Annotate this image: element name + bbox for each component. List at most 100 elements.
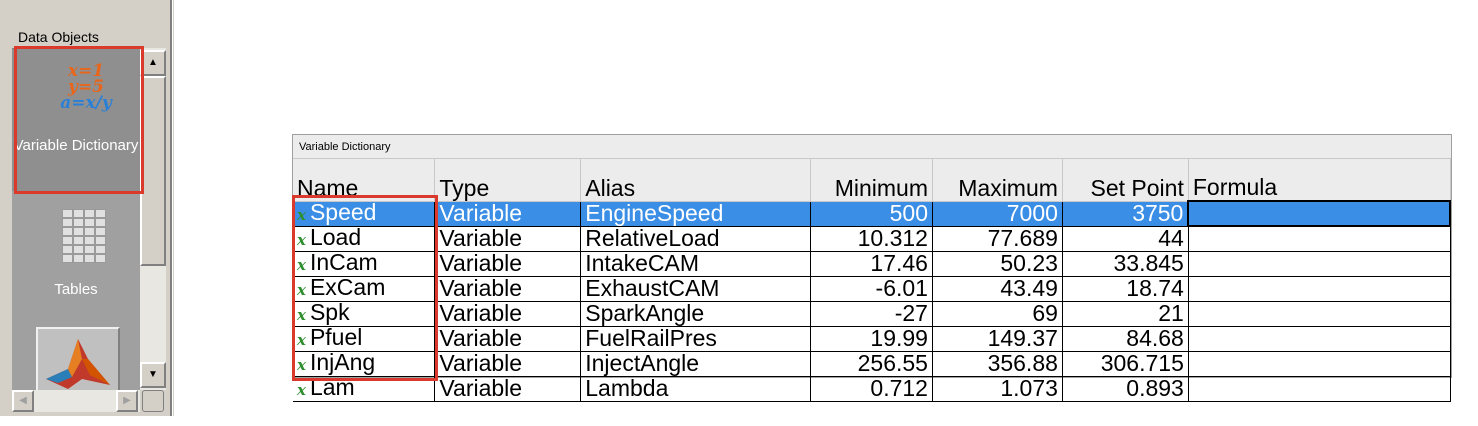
table-row[interactable]: x InCam Variable IntakeCAM 17.46 50.23 33.845 (293, 251, 1451, 277)
table-row[interactable]: x Load Variable RelativeLoad 10.312 77.689 44 (293, 226, 1451, 252)
cell-maximum[interactable]: 356.88 (932, 351, 1063, 377)
cell-set-point[interactable]: 306.715 (1062, 351, 1189, 377)
variable-icon: x (297, 205, 306, 224)
cell-maximum[interactable]: 43.49 (932, 276, 1063, 302)
column-header-maximum[interactable]: Maximum (932, 159, 1063, 202)
cell-alias[interactable]: EngineSpeed (580, 201, 812, 227)
cell-name[interactable]: x Pfuel (293, 326, 436, 352)
cell-alias[interactable]: SparkAngle (580, 301, 812, 327)
cell-alias[interactable]: RelativeLoad (580, 226, 812, 252)
cell-minimum[interactable]: -6.01 (810, 276, 933, 302)
cell-set-point[interactable]: 44 (1062, 226, 1189, 252)
table-icon-cell (84, 218, 95, 227)
variable-icon: x (297, 280, 306, 299)
scroll-down-button[interactable]: ▼ (140, 362, 166, 388)
variable-icon: x (297, 230, 306, 249)
variable-name: Pfuel (309, 326, 363, 350)
cell-set-point[interactable]: 33.845 (1062, 251, 1189, 277)
variable-name: Spk (309, 301, 350, 325)
variable-icon: x (297, 380, 306, 399)
cell-alias[interactable]: ExhaustCAM (580, 276, 812, 302)
cell-type[interactable]: Variable (434, 376, 582, 402)
cell-type[interactable]: Variable (434, 251, 582, 277)
cell-alias[interactable]: Lambda (580, 376, 812, 402)
cell-set-point[interactable]: 18.74 (1062, 276, 1189, 302)
cell-set-point[interactable]: 3750 (1062, 201, 1189, 227)
cell-name[interactable]: x Load (293, 226, 436, 252)
table-row[interactable]: x Lam Variable Lambda 0.712 1.073 0.893 (293, 376, 1451, 402)
table-row[interactable]: x Speed Variable EngineSpeed 500 7000 3750 (293, 200, 1451, 227)
cell-formula[interactable] (1187, 200, 1451, 227)
table-icon-cell (84, 254, 95, 263)
tables-item[interactable]: Tables (12, 199, 140, 315)
table-icon-cell (62, 254, 73, 263)
cell-set-point[interactable]: 21 (1062, 301, 1189, 327)
cell-formula[interactable] (1188, 301, 1451, 327)
table-icon-cell (62, 218, 73, 227)
cell-name[interactable]: x InCam (293, 251, 436, 277)
cell-maximum[interactable]: 1.073 (932, 376, 1063, 402)
variable-dictionary-label: Variable Dictionary (13, 137, 139, 154)
cell-type[interactable]: Variable (434, 351, 582, 377)
table-row[interactable]: x InjAng Variable InjectAngle 256.55 356.88 30… (293, 351, 1451, 377)
column-header-set-point[interactable]: Set Point (1062, 159, 1189, 202)
cell-maximum[interactable]: 7000 (932, 201, 1063, 227)
cell-formula[interactable] (1188, 226, 1451, 252)
horizontal-scrollbar[interactable]: ◀ ▶ (12, 390, 140, 412)
vertical-scrollbar[interactable]: ▲ ▼ (140, 48, 166, 390)
column-header-formula[interactable]: Formula (1188, 159, 1451, 202)
cell-set-point[interactable]: 84.68 (1062, 326, 1189, 352)
cell-minimum[interactable]: -27 (810, 301, 933, 327)
column-header-type[interactable]: Type (434, 159, 582, 202)
cell-minimum[interactable]: 0.712 (810, 376, 933, 402)
table-icon-cell (84, 209, 95, 218)
cell-name[interactable]: x InjAng (293, 351, 436, 377)
column-header-alias[interactable]: Alias (580, 159, 812, 202)
cell-formula[interactable] (1188, 251, 1451, 277)
scroll-right-button[interactable]: ▶ (116, 390, 138, 412)
size-grip[interactable] (142, 390, 164, 412)
cell-type[interactable]: Variable (434, 326, 582, 352)
matlab-item[interactable] (36, 327, 120, 397)
table-icon-cell (62, 245, 73, 254)
variable-dictionary-window: Variable Dictionary Name Type Alias Mini… (292, 134, 1452, 402)
cell-minimum[interactable]: 17.46 (810, 251, 933, 277)
scroll-left-button[interactable]: ◀ (12, 390, 34, 412)
cell-minimum[interactable]: 500 (810, 201, 933, 227)
cell-type[interactable]: Variable (434, 301, 582, 327)
cell-minimum[interactable]: 10.312 (810, 226, 933, 252)
data-objects-list[interactable]: x=1 y=5 a=x/y Variable Dictionary Tables (12, 48, 140, 397)
cell-type[interactable]: Variable (434, 226, 582, 252)
cell-formula[interactable] (1188, 326, 1451, 352)
variable-dictionary-item[interactable]: x=1 y=5 a=x/y Variable Dictionary (12, 49, 140, 191)
scroll-up-button[interactable]: ▲ (140, 50, 166, 76)
cell-maximum[interactable]: 149.37 (932, 326, 1063, 352)
cell-minimum[interactable]: 256.55 (810, 351, 933, 377)
column-header-minimum[interactable]: Minimum (810, 159, 933, 202)
cell-alias[interactable]: FuelRailPres (580, 326, 812, 352)
cell-name[interactable]: x Speed (293, 201, 436, 227)
panel-splitter[interactable] (170, 0, 173, 416)
cell-type[interactable]: Variable (434, 276, 582, 302)
table-row[interactable]: x Spk Variable SparkAngle -27 69 21 (293, 301, 1451, 327)
cell-alias[interactable]: IntakeCAM (580, 251, 812, 277)
cell-formula[interactable] (1188, 351, 1451, 377)
table-row[interactable]: x ExCam Variable ExhaustCAM -6.01 43.49 18.74 (293, 276, 1451, 302)
cell-maximum[interactable]: 50.23 (932, 251, 1063, 277)
data-objects-panel: Data Objects x=1 y=5 a=x/y Variable Dict… (0, 0, 174, 416)
cell-formula[interactable] (1188, 376, 1451, 402)
cell-alias[interactable]: InjectAngle (580, 351, 812, 377)
table-icon-cell (73, 254, 84, 263)
cell-formula[interactable] (1188, 276, 1451, 302)
column-header-name[interactable]: Name (293, 159, 436, 202)
cell-set-point[interactable]: 0.893 (1062, 376, 1189, 402)
cell-minimum[interactable]: 19.99 (810, 326, 933, 352)
cell-type[interactable]: Variable (434, 201, 582, 227)
cell-name[interactable]: x Lam (293, 376, 436, 402)
table-row[interactable]: x Pfuel Variable FuelRailPres 19.99 149.37 84.… (293, 326, 1451, 352)
cell-maximum[interactable]: 77.689 (932, 226, 1063, 252)
cell-maximum[interactable]: 69 (932, 301, 1063, 327)
table-icon-cell (84, 227, 95, 236)
cell-name[interactable]: x Spk (293, 301, 436, 327)
cell-name[interactable]: x ExCam (293, 276, 436, 302)
